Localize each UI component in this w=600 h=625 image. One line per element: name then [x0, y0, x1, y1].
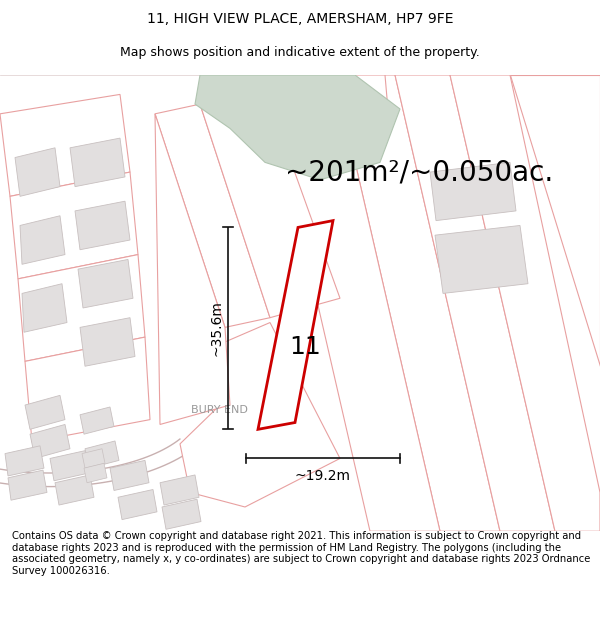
- Polygon shape: [18, 254, 145, 361]
- Polygon shape: [15, 148, 60, 196]
- Polygon shape: [335, 75, 500, 531]
- Text: BURY END: BURY END: [191, 405, 248, 415]
- Polygon shape: [80, 407, 114, 434]
- Polygon shape: [70, 138, 125, 187]
- Polygon shape: [430, 162, 516, 221]
- Polygon shape: [510, 75, 600, 366]
- Text: 11: 11: [289, 335, 321, 359]
- Polygon shape: [25, 337, 150, 442]
- Polygon shape: [110, 461, 149, 491]
- Polygon shape: [84, 463, 107, 482]
- Polygon shape: [22, 284, 67, 332]
- Polygon shape: [395, 75, 555, 531]
- Polygon shape: [155, 114, 230, 424]
- Polygon shape: [5, 446, 44, 476]
- Polygon shape: [258, 221, 333, 429]
- Polygon shape: [82, 449, 105, 468]
- Polygon shape: [25, 396, 65, 429]
- Polygon shape: [80, 318, 135, 366]
- Polygon shape: [160, 475, 199, 505]
- Text: ~19.2m: ~19.2m: [295, 469, 351, 483]
- Text: ~201m²/~0.050ac.: ~201m²/~0.050ac.: [285, 158, 553, 186]
- Text: Map shows position and indicative extent of the property.: Map shows position and indicative extent…: [120, 46, 480, 59]
- Polygon shape: [450, 75, 600, 531]
- Polygon shape: [10, 172, 138, 279]
- Polygon shape: [155, 104, 270, 328]
- Polygon shape: [162, 499, 201, 529]
- Polygon shape: [200, 89, 340, 318]
- Polygon shape: [435, 226, 528, 293]
- Polygon shape: [118, 489, 157, 519]
- Polygon shape: [195, 75, 400, 180]
- Polygon shape: [78, 259, 133, 308]
- Polygon shape: [20, 216, 65, 264]
- Polygon shape: [85, 441, 119, 468]
- Polygon shape: [75, 201, 130, 250]
- Polygon shape: [30, 424, 70, 459]
- Polygon shape: [50, 451, 89, 481]
- Polygon shape: [180, 322, 340, 507]
- Polygon shape: [8, 470, 47, 500]
- Polygon shape: [265, 75, 440, 531]
- Text: 11, HIGH VIEW PLACE, AMERSHAM, HP7 9FE: 11, HIGH VIEW PLACE, AMERSHAM, HP7 9FE: [147, 12, 453, 26]
- Text: Contains OS data © Crown copyright and database right 2021. This information is : Contains OS data © Crown copyright and d…: [12, 531, 590, 576]
- Polygon shape: [55, 475, 94, 505]
- Text: ~35.6m: ~35.6m: [209, 301, 223, 356]
- Polygon shape: [0, 94, 130, 196]
